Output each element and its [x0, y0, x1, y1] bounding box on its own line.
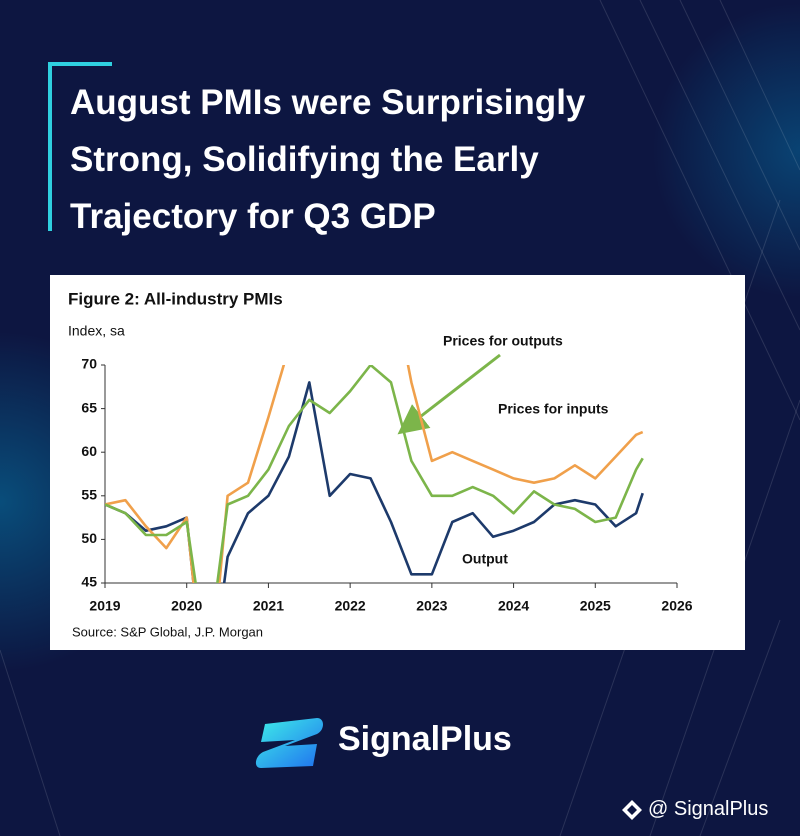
chart-box: Figure 2: All-industry PMIs Index, sa So…: [50, 275, 745, 650]
x-tick-label: 2019: [89, 598, 120, 614]
x-tick-label: 2022: [335, 598, 366, 614]
x-tick-label: 2020: [171, 598, 202, 614]
plot-area: [105, 365, 644, 583]
series-line: [105, 365, 644, 583]
brand-name: SignalPlus: [338, 720, 512, 758]
chart-title: Figure 2: All-industry PMIs: [68, 289, 283, 308]
y-tick-label: 70: [81, 356, 97, 372]
y-tick-label: 60: [81, 443, 97, 459]
series-line: [105, 381, 644, 583]
watermark-icon: [622, 800, 642, 820]
source: Source: S&P Global, J.P. Morgan: [72, 624, 263, 639]
title-bracket: [48, 62, 112, 231]
series-line: [105, 365, 644, 583]
brand-logo: [255, 718, 323, 768]
y-tick-label: 65: [81, 399, 97, 415]
x-tick-label: 2024: [498, 598, 529, 614]
series-annotation: Prices for inputs: [498, 401, 609, 417]
x-tick-label: 2021: [253, 598, 284, 614]
series-annotation: Output: [462, 551, 508, 567]
x-tick-label: 2026: [661, 598, 692, 614]
series-annotation: Prices for outputs: [443, 333, 563, 349]
y-axis-label: Index, sa: [68, 323, 125, 339]
y-tick-label: 50: [81, 530, 97, 546]
annotation-arrow: [397, 353, 501, 435]
x-tick-label: 2025: [580, 598, 611, 614]
chart: Figure 2: All-industry PMIs Index, sa So…: [68, 289, 693, 639]
title: August PMIs were Surprisingly Strong, So…: [70, 83, 586, 236]
x-tick-label: 2023: [416, 598, 447, 614]
y-tick-label: 45: [81, 574, 97, 590]
watermark: @ SignalPlus: [648, 798, 769, 820]
y-tick-label: 55: [81, 487, 97, 503]
